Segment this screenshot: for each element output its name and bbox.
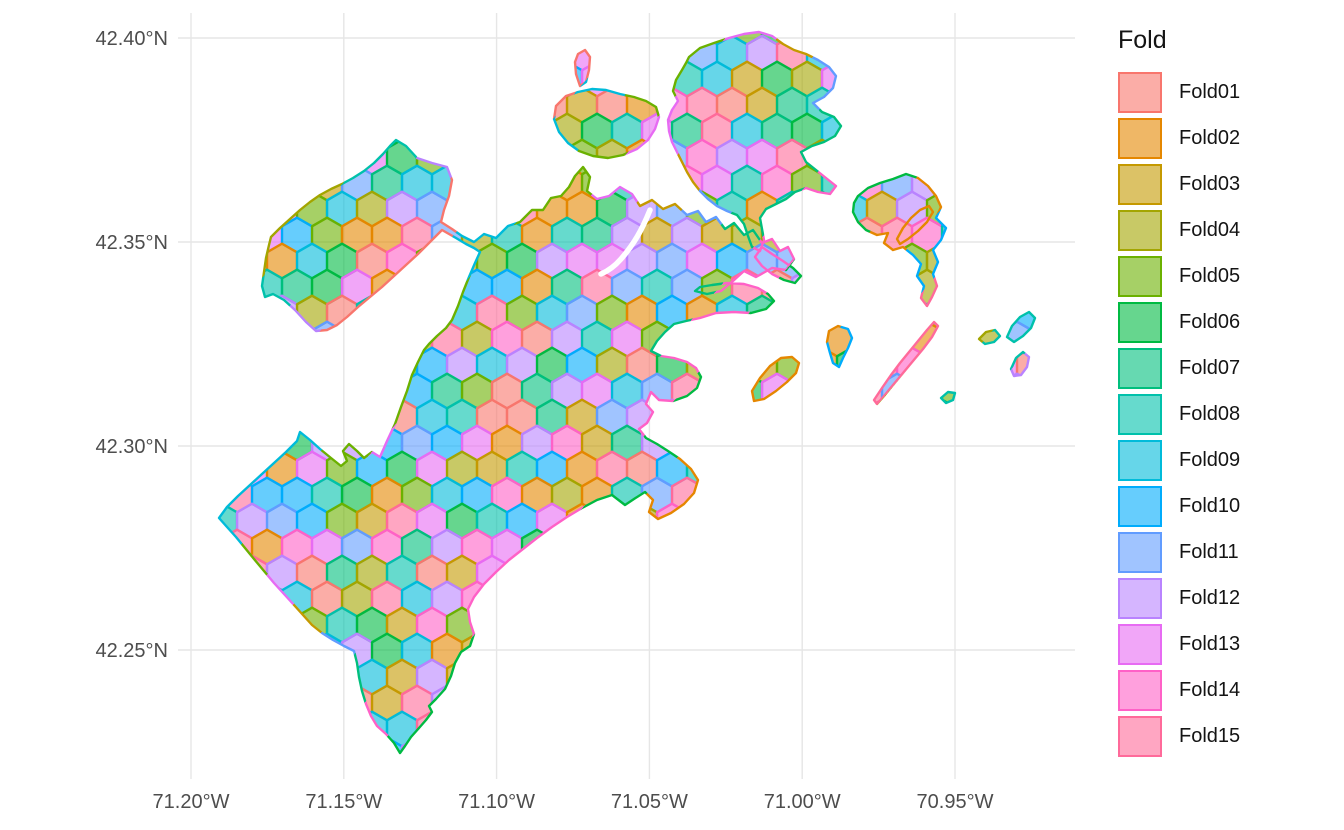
legend-key-swatch (1118, 347, 1162, 389)
legend-label: Fold09 (1179, 448, 1241, 471)
y-axis-labels: 42.40°N 42.35°N 42.30°N 42.25°N (96, 28, 169, 662)
legend-label: Fold11 (1179, 540, 1239, 563)
x-tick-label: 71.10°W (458, 791, 535, 813)
coastline (552, 87, 661, 160)
coastline (977, 328, 1002, 346)
coastline (939, 390, 957, 405)
legend-key-swatch (1118, 715, 1162, 757)
coastline (573, 48, 592, 88)
coastline (217, 138, 796, 755)
legend-entry: Fold03 (1118, 163, 1240, 205)
legend-key-swatch (1118, 71, 1162, 113)
legend-entry: Fold15 (1118, 715, 1240, 757)
coastline (666, 30, 843, 253)
coastline (872, 320, 940, 406)
legend-entries: Fold01 Fold02 Fold03 Fold04 Fold05 Fold06 Fold… (1118, 71, 1240, 757)
legend-entry: Fold13 (1118, 623, 1240, 665)
legend-label: Fold14 (1179, 678, 1241, 701)
legend-title: Fold (1118, 26, 1167, 54)
coastline (851, 172, 948, 308)
legend-label: Fold01 (1179, 80, 1241, 103)
legend-entry: Fold05 (1118, 255, 1240, 297)
y-tick-label: 42.25°N (96, 640, 169, 662)
legend-label: Fold02 (1179, 126, 1241, 149)
legend-label: Fold04 (1179, 218, 1241, 241)
legend-label: Fold10 (1179, 494, 1241, 517)
legend-entry: Fold10 (1118, 485, 1240, 527)
legend-entry: Fold14 (1118, 669, 1240, 711)
y-tick-label: 42.40°N (96, 28, 169, 50)
legend-key-swatch (1118, 577, 1162, 619)
legend-label: Fold07 (1179, 356, 1241, 379)
x-tick-label: 70.95°W (917, 791, 994, 813)
legend-label: Fold13 (1179, 632, 1241, 655)
legend-key-swatch (1118, 209, 1162, 251)
coastline (1009, 350, 1031, 378)
legend-key-swatch (1118, 531, 1162, 573)
coastline (753, 245, 803, 285)
legend-label: Fold05 (1179, 264, 1241, 287)
legend-label: Fold06 (1179, 310, 1241, 333)
legend-label: Fold12 (1179, 586, 1241, 609)
coastline (895, 204, 935, 246)
legend-entry: Fold11 (1118, 531, 1240, 573)
coastline (825, 324, 854, 369)
coastline (1005, 310, 1037, 344)
charles-river (598, 207, 653, 277)
legend-key-swatch (1118, 255, 1162, 297)
legend-key-swatch (1118, 623, 1162, 665)
legend-entry: Fold08 (1118, 393, 1240, 435)
x-tick-label: 71.15°W (305, 791, 382, 813)
x-tick-label: 71.00°W (764, 791, 841, 813)
coastline-layer (217, 30, 1037, 755)
legend-label: Fold03 (1179, 172, 1241, 195)
legend-entry: Fold02 (1118, 117, 1240, 159)
legend-entry: Fold01 (1118, 71, 1240, 113)
legend-key-swatch (1118, 439, 1162, 481)
legend-key-swatch (1118, 485, 1162, 527)
coastline (750, 355, 801, 403)
legend-entry: Fold04 (1118, 209, 1240, 251)
legend-entry: Fold06 (1118, 301, 1240, 343)
legend-key-swatch (1118, 163, 1162, 205)
y-tick-label: 42.30°N (96, 436, 169, 458)
legend-key-swatch (1118, 301, 1162, 343)
legend-entry: Fold09 (1118, 439, 1240, 481)
legend-label: Fold15 (1179, 724, 1241, 747)
legend-entry: Fold07 (1118, 347, 1240, 389)
x-tick-label: 71.20°W (153, 791, 230, 813)
legend-key-swatch (1118, 117, 1162, 159)
legend-key-swatch (1118, 393, 1162, 435)
x-axis-labels: 71.20°W 71.15°W 71.10°W 71.05°W 71.00°W 70.95… (153, 791, 994, 813)
y-tick-label: 42.35°N (96, 232, 169, 254)
legend-entry: Fold12 (1118, 577, 1240, 619)
legend-label: Fold08 (1179, 402, 1241, 425)
legend: Fold Fold01 Fold02 Fold03 Fold04 Fold05 Fold0… (1118, 26, 1240, 761)
x-tick-label: 71.05°W (611, 791, 688, 813)
legend-key-swatch (1118, 669, 1162, 711)
river-channel (598, 207, 653, 277)
